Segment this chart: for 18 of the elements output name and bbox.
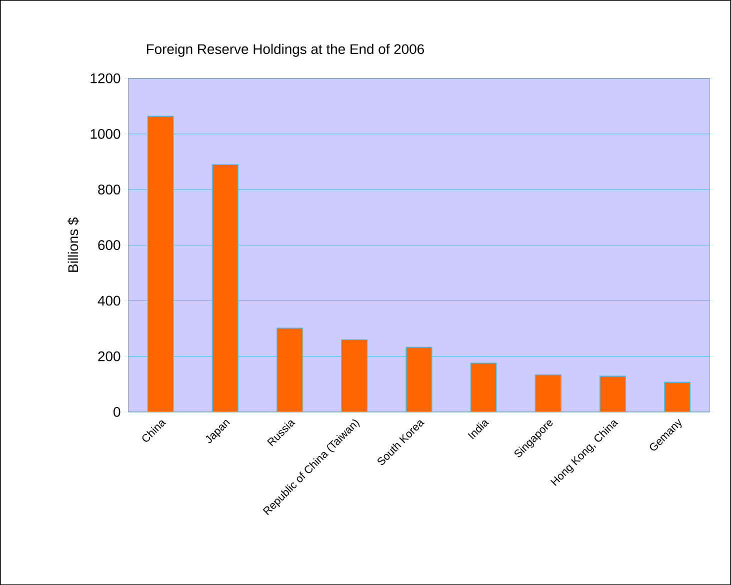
bar	[341, 339, 368, 412]
bar	[534, 374, 562, 412]
y-tick-label: 800	[98, 184, 120, 194]
bar	[470, 362, 497, 412]
bar	[147, 116, 174, 412]
y-tick-label: 400	[98, 296, 120, 306]
y-tick-label: 1200	[90, 73, 120, 84]
bar	[276, 328, 304, 412]
y-tick-label: 0	[114, 406, 120, 417]
y-tick-label: 1000	[90, 128, 120, 139]
y-tick-label: 600	[98, 240, 120, 250]
bar	[664, 382, 691, 412]
bar	[406, 346, 432, 412]
bar	[212, 164, 238, 412]
y-tick-label: 200	[98, 351, 120, 362]
bar	[599, 376, 626, 412]
y-axis-title: Billions $	[68, 217, 79, 272]
chart-title: Foreign Reserve Holdings at the End of 2006	[146, 44, 424, 57]
